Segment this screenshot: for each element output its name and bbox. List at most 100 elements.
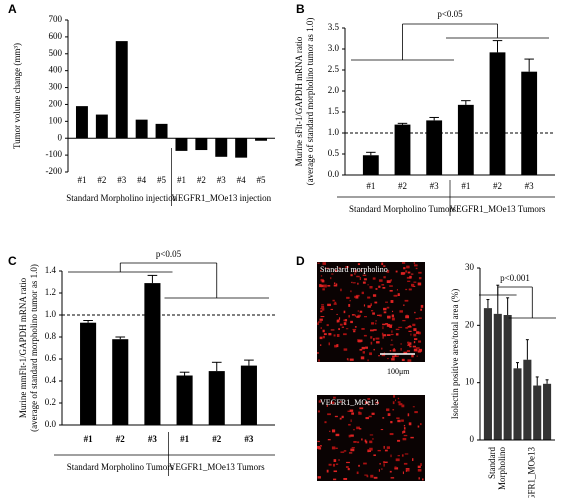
y-tick-label: 1.5 (328, 106, 340, 116)
speckle (343, 310, 346, 314)
error-bar (461, 100, 471, 105)
speckle (382, 417, 385, 419)
speckle (356, 426, 360, 430)
speckle (381, 262, 384, 266)
x-tick-label: #1 (177, 175, 186, 185)
bar (533, 385, 542, 440)
group-label: Standard Morpholino injection (66, 193, 177, 203)
bar (521, 71, 538, 175)
significance-label: p<0.001 (500, 273, 530, 283)
speckle (318, 359, 320, 362)
speckle (413, 328, 417, 332)
bar (112, 339, 129, 425)
speckle (412, 406, 415, 408)
speckle (397, 293, 400, 297)
speckle (407, 280, 411, 282)
speckle (409, 275, 412, 279)
micrograph (317, 395, 425, 481)
y-tick-label: 3.5 (328, 22, 340, 32)
bar (80, 322, 97, 425)
speckle (411, 458, 414, 461)
speckle (361, 291, 364, 295)
speckle (398, 403, 403, 406)
speckle (390, 454, 392, 458)
speckle (390, 420, 393, 424)
speckle (407, 344, 411, 346)
speckle (345, 466, 349, 468)
speckle (394, 467, 399, 470)
speckle (343, 450, 347, 452)
speckle (339, 417, 342, 420)
speckle (365, 417, 369, 420)
speckle (417, 350, 422, 353)
speckle (357, 263, 361, 266)
speckle (373, 329, 377, 331)
speckle (350, 434, 354, 437)
speckle (417, 425, 420, 428)
speckle (407, 341, 410, 344)
speckle (349, 300, 351, 302)
speckle (347, 468, 350, 471)
bar (523, 359, 532, 440)
x-tick-label: #3 (430, 181, 440, 191)
speckle (383, 265, 386, 267)
speckle (338, 267, 341, 269)
speckle (405, 468, 410, 470)
speckle (350, 320, 353, 324)
speckle (358, 411, 361, 413)
y-tick-label: 0.0 (328, 169, 340, 179)
speckle (354, 273, 356, 275)
speckle (338, 317, 341, 320)
error-bar (147, 274, 158, 284)
speckle (326, 469, 329, 473)
speckle (343, 348, 348, 351)
speckle (391, 339, 393, 341)
speckle (387, 413, 391, 416)
speckle (354, 295, 356, 299)
speckle (360, 269, 363, 272)
panel-label: C (8, 254, 17, 268)
speckle (368, 415, 372, 418)
speckle (403, 462, 408, 465)
speckle (389, 433, 394, 436)
speckle (421, 478, 424, 481)
error-bar (366, 151, 376, 156)
speckle (392, 401, 395, 405)
speckle (320, 445, 322, 447)
speckle (350, 274, 353, 277)
speckle (330, 277, 332, 280)
speckle (387, 315, 391, 319)
speckle (347, 359, 349, 361)
speckle (339, 323, 343, 326)
speckle (380, 429, 384, 431)
speckle (403, 427, 406, 430)
speckle (412, 323, 416, 327)
speckle (367, 450, 371, 452)
error-bar (506, 297, 510, 316)
x-tick-label: #3 (117, 175, 127, 185)
speckle (405, 470, 408, 472)
y-axis-label: Murine sFlt-1/GAPDH mRNA ratio (294, 36, 304, 166)
speckle (354, 314, 356, 317)
speckle (335, 447, 338, 450)
y-tick-label: 30 (465, 262, 475, 272)
speckle (395, 333, 399, 336)
y-tick-label: 20 (465, 319, 475, 329)
y-axis-label: Tumor volume change (mm³) (12, 43, 22, 149)
speckle (386, 269, 390, 273)
bar (135, 119, 148, 139)
speckle (351, 314, 355, 316)
speckle (401, 262, 406, 264)
panel-label: D (296, 254, 305, 268)
speckle (401, 419, 404, 422)
speckle (343, 333, 347, 336)
speckle (405, 327, 409, 329)
y-axis-label: Isolectin positive area/total area (%) (450, 289, 460, 419)
speckle (363, 462, 367, 465)
x-tick-label: #2 (398, 181, 407, 191)
speckle (371, 412, 375, 415)
speckle (385, 301, 388, 303)
speckle (317, 440, 320, 443)
speckle (362, 351, 366, 354)
y-tick-label: 3.0 (328, 43, 340, 53)
